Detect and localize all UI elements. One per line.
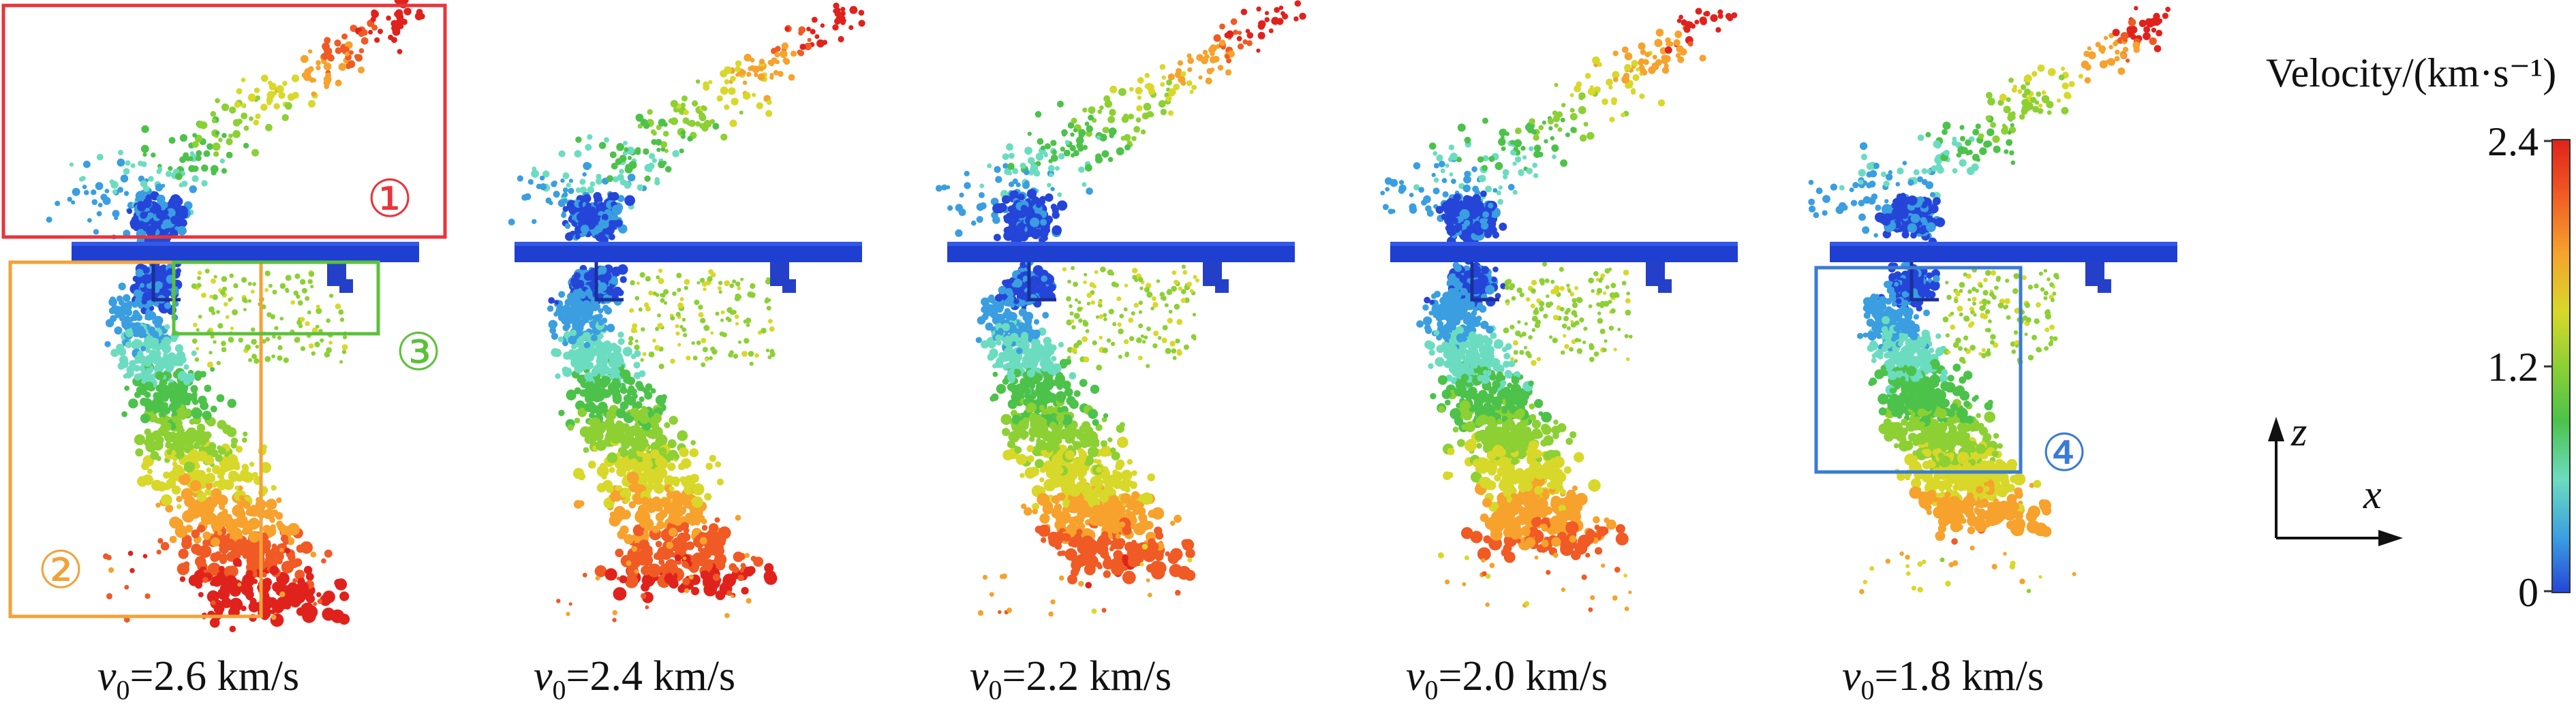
debris-cloud-panel-1 <box>46 0 425 633</box>
panel-caption-4: v0=2.0 km/s <box>1406 653 1608 706</box>
region-label-3: ③ <box>395 324 442 381</box>
target-plate-4 <box>1390 242 1738 302</box>
target-plate-2 <box>515 242 862 302</box>
region-box-2 <box>8 260 263 618</box>
axis-label-z: z <box>2291 409 2307 454</box>
coordinate-axes <box>2268 417 2403 546</box>
target-plate-3 <box>947 242 1295 302</box>
axis-label-x: x <box>2363 472 2382 517</box>
debris-cloud-panel-5 <box>1808 5 2171 595</box>
colorbar-tick-label-max: 2.4 <box>2487 119 2539 164</box>
debris-cloud-panel-4 <box>1380 7 1738 612</box>
debris-cloud-panel-3 <box>935 0 1306 617</box>
target-plates <box>72 242 2177 302</box>
region-box-4 <box>1814 266 2023 474</box>
colorbar-tick-label-mid: 1.2 <box>2487 345 2539 390</box>
target-plate-5 <box>1830 242 2177 302</box>
region-label-1: ① <box>367 171 414 228</box>
colorbar-title: Velocity/(km·s⁻¹) <box>2266 50 2557 95</box>
region-label-4: ④ <box>2041 425 2088 482</box>
panel-caption-3: v0=2.2 km/s <box>970 653 1172 706</box>
panel-caption-1: v0=2.6 km/s <box>97 653 300 706</box>
target-plate-1 <box>72 242 419 302</box>
debris-clouds <box>46 0 2171 633</box>
colorbar <box>2551 139 2571 593</box>
region-box-3 <box>172 260 380 336</box>
panel-caption-5: v0=1.8 km/s <box>1842 653 2044 706</box>
debris-cloud-panel-2 <box>508 2 865 623</box>
region-box-1 <box>1 3 447 239</box>
region-label-2: ② <box>37 542 85 599</box>
region-boxes <box>1 3 2023 618</box>
panel-caption-2: v0=2.4 km/s <box>534 653 736 706</box>
colorbar-tick-label-min: 0 <box>2518 570 2539 615</box>
